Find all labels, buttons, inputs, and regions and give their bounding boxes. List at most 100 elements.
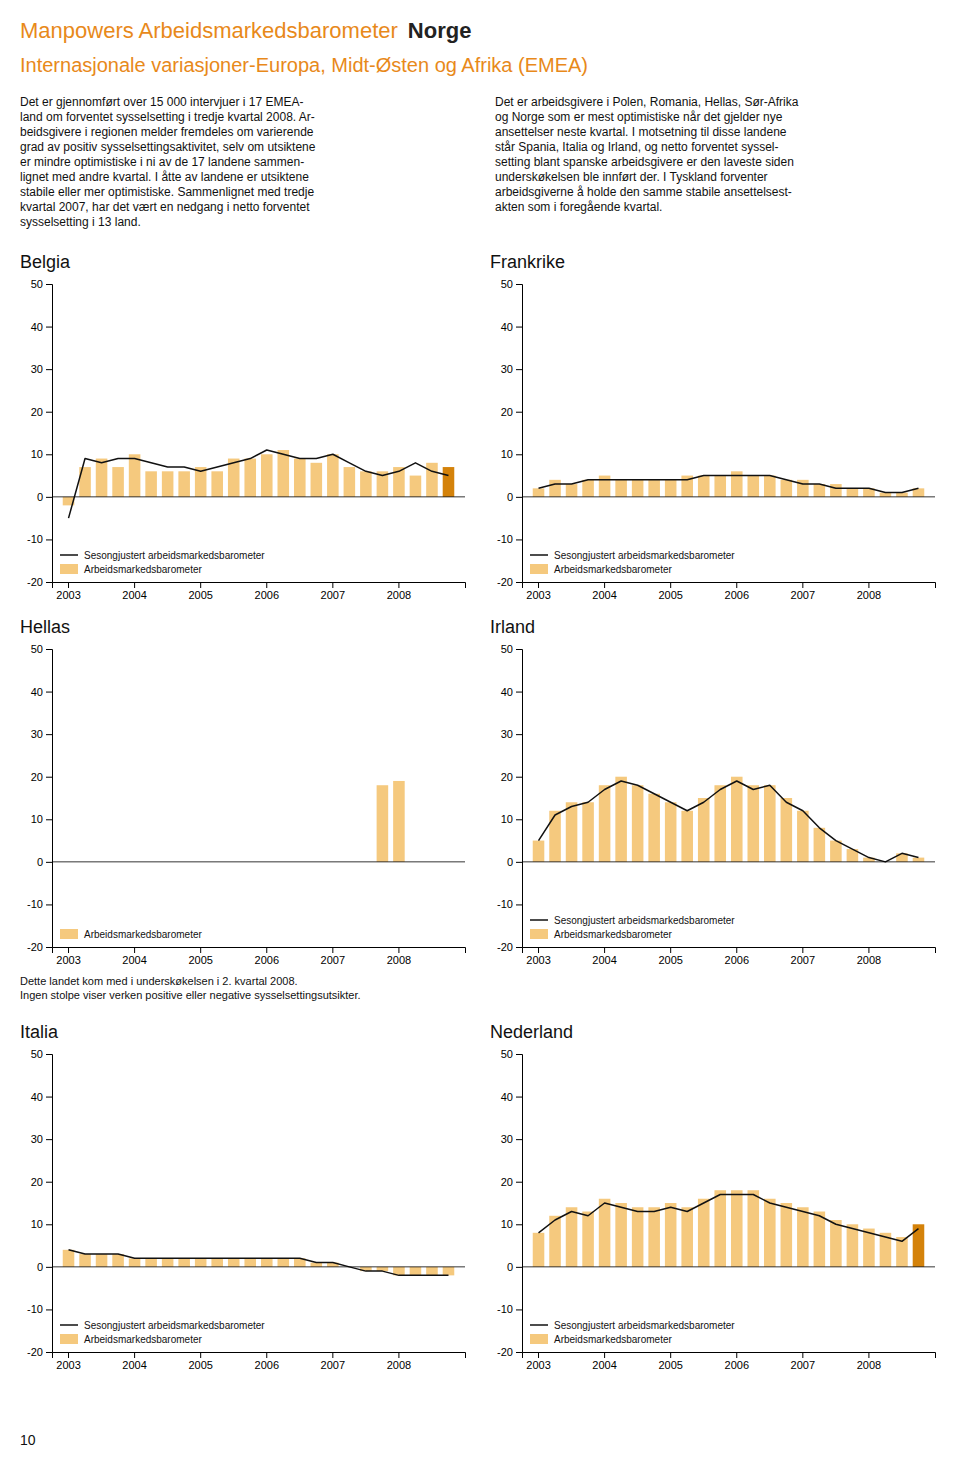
y-tick-label: 50	[501, 278, 513, 290]
x-tick-label: 2006	[725, 1359, 749, 1371]
bar	[533, 488, 545, 497]
page-title: Manpowers Arbeidsmarkedsbarometer	[20, 18, 398, 43]
x-tick-label: 2004	[592, 1359, 616, 1371]
body-text-line: beidsgivere i regionen melder fremdeles …	[20, 125, 314, 139]
x-tick: 2006	[255, 582, 279, 601]
bar	[814, 1212, 826, 1267]
bar	[797, 1207, 809, 1267]
y-tick: 0	[37, 491, 52, 503]
y-tick-mark	[46, 454, 52, 455]
x-tick-mark	[538, 1352, 539, 1358]
y-tick: 20	[31, 771, 52, 783]
y-tick: 20	[31, 1176, 52, 1188]
x-tick: 2004	[122, 582, 146, 601]
zero-line	[522, 1266, 935, 1267]
bar	[178, 471, 190, 497]
x-tick: 2007	[321, 582, 345, 601]
y-tick: 0	[37, 1261, 52, 1273]
x-tick-label: 2007	[321, 589, 345, 601]
x-tick: 2008	[387, 947, 411, 966]
chart-note-line: Dette landet kom med i underskøkelsen i …	[20, 975, 298, 987]
y-tick-mark	[516, 582, 522, 583]
y-tick-label: 20	[501, 771, 513, 783]
legend-swatch	[530, 1324, 548, 1326]
x-tick: 2004	[592, 947, 616, 966]
y-tick-mark	[46, 327, 52, 328]
zero-line	[52, 496, 465, 497]
bar	[747, 785, 759, 862]
y-tick-mark	[46, 1054, 52, 1055]
x-tick-label: 2003	[526, 589, 550, 601]
bar	[566, 484, 578, 497]
bar	[764, 476, 776, 497]
y-tick: 40	[501, 321, 522, 333]
bar	[665, 1203, 677, 1267]
y-tick-mark	[46, 1139, 52, 1140]
x-tick-label: 2004	[592, 589, 616, 601]
y-tick-mark	[516, 777, 522, 778]
bar	[162, 471, 174, 497]
y-tick: 20	[501, 1176, 522, 1188]
y-tick-label: 10	[31, 813, 43, 825]
y-tick-mark	[516, 327, 522, 328]
chart: Belgia200320042005200620072008-20-100102…	[20, 252, 466, 601]
x-tick-mark	[266, 947, 267, 953]
bar	[698, 798, 710, 862]
x-axis: 200320042005200620072008	[53, 947, 466, 966]
y-tick-label: 20	[31, 1176, 43, 1188]
y-tick-mark	[46, 1352, 52, 1353]
body-text-line: er mindre optimistiske i ni av de 17 lan…	[20, 155, 304, 169]
x-tick-label: 2004	[122, 1359, 146, 1371]
y-tick-label: 0	[37, 1261, 43, 1273]
y-tick-label: -10	[27, 533, 43, 545]
y-tick-label: 30	[31, 1133, 43, 1145]
legend: Sesongjustert arbeidsmarkedsbarometerArb…	[530, 915, 735, 940]
plot-area	[522, 777, 935, 862]
legend-item: Sesongjustert arbeidsmarkedsbarometer	[60, 550, 265, 561]
bar	[632, 785, 644, 862]
x-tick-label: 2007	[791, 1359, 815, 1371]
y-tick-mark	[46, 947, 52, 948]
x-axis-line	[523, 1353, 936, 1359]
x-axis-line	[523, 948, 936, 954]
legend-label: Arbeidsmarkedsbarometer	[554, 1334, 672, 1345]
y-tick-mark	[46, 904, 52, 905]
y-tick-mark	[516, 284, 522, 285]
y-tick-mark	[516, 1182, 522, 1183]
y-tick-label: 0	[507, 491, 513, 503]
bar	[781, 1203, 793, 1267]
x-tick-mark	[398, 582, 399, 588]
bar	[211, 471, 223, 497]
bar	[648, 1207, 660, 1267]
x-tick-mark	[68, 1352, 69, 1358]
x-axis: 200320042005200620072008	[523, 947, 936, 966]
y-tick-label: -10	[27, 1303, 43, 1315]
y-axis-line	[516, 650, 523, 948]
bar-series	[63, 1250, 455, 1276]
y-axis: -20-1001020304050	[497, 278, 522, 588]
x-tick: 2007	[321, 947, 345, 966]
y-tick-label: -20	[497, 576, 513, 588]
legend-label: Sesongjustert arbeidsmarkedsbarometer	[84, 1320, 265, 1331]
y-tick: 50	[501, 643, 522, 655]
x-tick: 2007	[321, 1352, 345, 1371]
page-number: 10	[20, 1432, 36, 1448]
y-tick: -10	[497, 1303, 522, 1315]
y-tick-mark	[516, 497, 522, 498]
bar	[426, 1267, 438, 1276]
x-tick: 2005	[188, 1352, 212, 1371]
y-tick-mark	[46, 539, 52, 540]
y-tick-label: 40	[31, 686, 43, 698]
y-tick-label: 10	[31, 448, 43, 460]
bar	[261, 1258, 273, 1267]
y-tick-label: 30	[31, 728, 43, 740]
chart: Italia200320042005200620072008-20-100102…	[20, 1022, 466, 1371]
legend-label: Sesongjustert arbeidsmarkedsbarometer	[554, 915, 735, 926]
y-tick: 30	[31, 728, 52, 740]
legend-label: Arbeidsmarkedsbarometer	[84, 929, 202, 940]
y-tick-label: 10	[501, 1218, 513, 1230]
legend-label: Sesongjustert arbeidsmarkedsbarometer	[554, 1320, 735, 1331]
y-tick: 30	[501, 363, 522, 375]
bar	[63, 1250, 75, 1267]
bar	[96, 1254, 108, 1267]
